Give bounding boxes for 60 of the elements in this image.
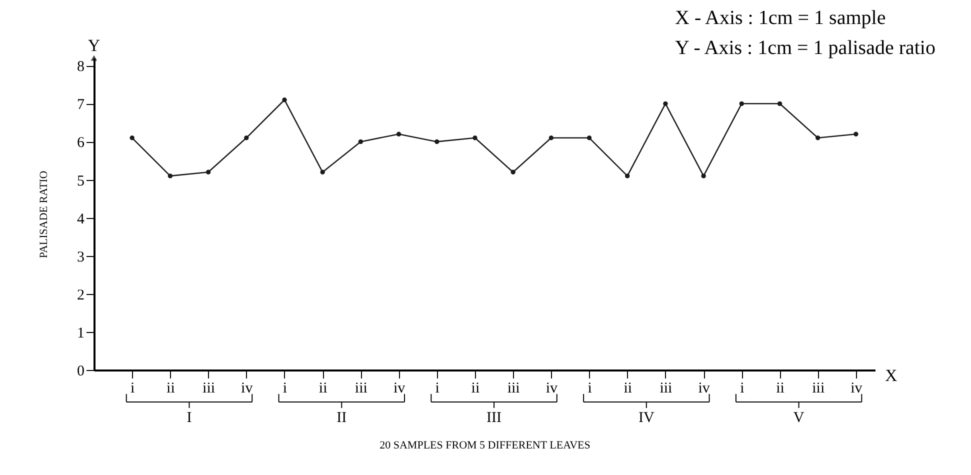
x-tick-label: iv	[698, 380, 710, 396]
text: V	[793, 410, 804, 426]
point	[358, 139, 364, 144]
annotation: Y - Axis : 1cm = 1 palisade ratio	[675, 37, 936, 59]
point	[548, 136, 554, 140]
x-tick-label: i	[588, 380, 592, 396]
point	[777, 101, 782, 106]
y-tick-label: 0	[77, 364, 84, 380]
y-tick-label: 6	[77, 135, 85, 152]
x-axis-title: 20 SAMPLES FROM 5 DIFFERENT LEAVES	[380, 440, 590, 452]
x-tick-label: iii	[660, 380, 672, 396]
point	[854, 132, 858, 136]
point	[206, 170, 211, 174]
text: IV	[638, 410, 654, 426]
x-tick-label: iv	[850, 380, 863, 396]
x-tick-label: i	[740, 380, 744, 396]
x-tick-label: iii	[812, 380, 825, 396]
point	[244, 136, 249, 140]
point	[739, 101, 744, 106]
point	[282, 98, 287, 102]
x-tick-label: iii	[354, 380, 368, 396]
x-tick-label: ii	[318, 380, 328, 396]
x-tick-label: i	[435, 380, 440, 396]
point	[434, 139, 440, 144]
y-tick-label: 2	[77, 287, 84, 304]
x-tick-label: iv	[241, 380, 254, 396]
x-tick-label: iii	[507, 380, 520, 396]
y-tick-label: 5	[77, 173, 84, 190]
x-tick-label: ii	[471, 380, 480, 396]
x-tick-label: ii	[166, 380, 175, 396]
x-tick-label: i	[130, 380, 135, 396]
text: Y	[88, 36, 100, 55]
y-axis-title: PALISADE RATIO	[38, 170, 50, 258]
point	[816, 136, 820, 140]
x-tick-label: ii	[776, 380, 784, 396]
y-tick-label: 8	[77, 59, 84, 76]
point	[586, 136, 592, 140]
x-tick-label: iv	[546, 380, 558, 396]
text: II	[336, 410, 347, 426]
x-tick-label: iv	[393, 380, 406, 396]
x-tick-label: ii	[624, 380, 632, 396]
point	[472, 136, 478, 140]
text: III	[486, 410, 502, 426]
y-tick-label: 7	[77, 97, 85, 114]
text: X	[885, 366, 898, 385]
x-tick-label: i	[282, 380, 288, 396]
x-tick-label: iii	[202, 380, 216, 396]
point	[510, 170, 516, 174]
point	[320, 170, 325, 174]
point	[625, 174, 630, 178]
y-tick-label: 3	[77, 249, 84, 266]
point	[168, 174, 173, 178]
y-tick-label: 4	[77, 211, 85, 228]
point	[396, 132, 402, 136]
y-tick-label: 1	[77, 325, 84, 342]
point	[701, 174, 706, 178]
point	[130, 136, 134, 140]
text: X - Axis : 1cm = 1 sample	[675, 7, 886, 29]
text: I	[186, 410, 192, 426]
point	[663, 101, 668, 106]
